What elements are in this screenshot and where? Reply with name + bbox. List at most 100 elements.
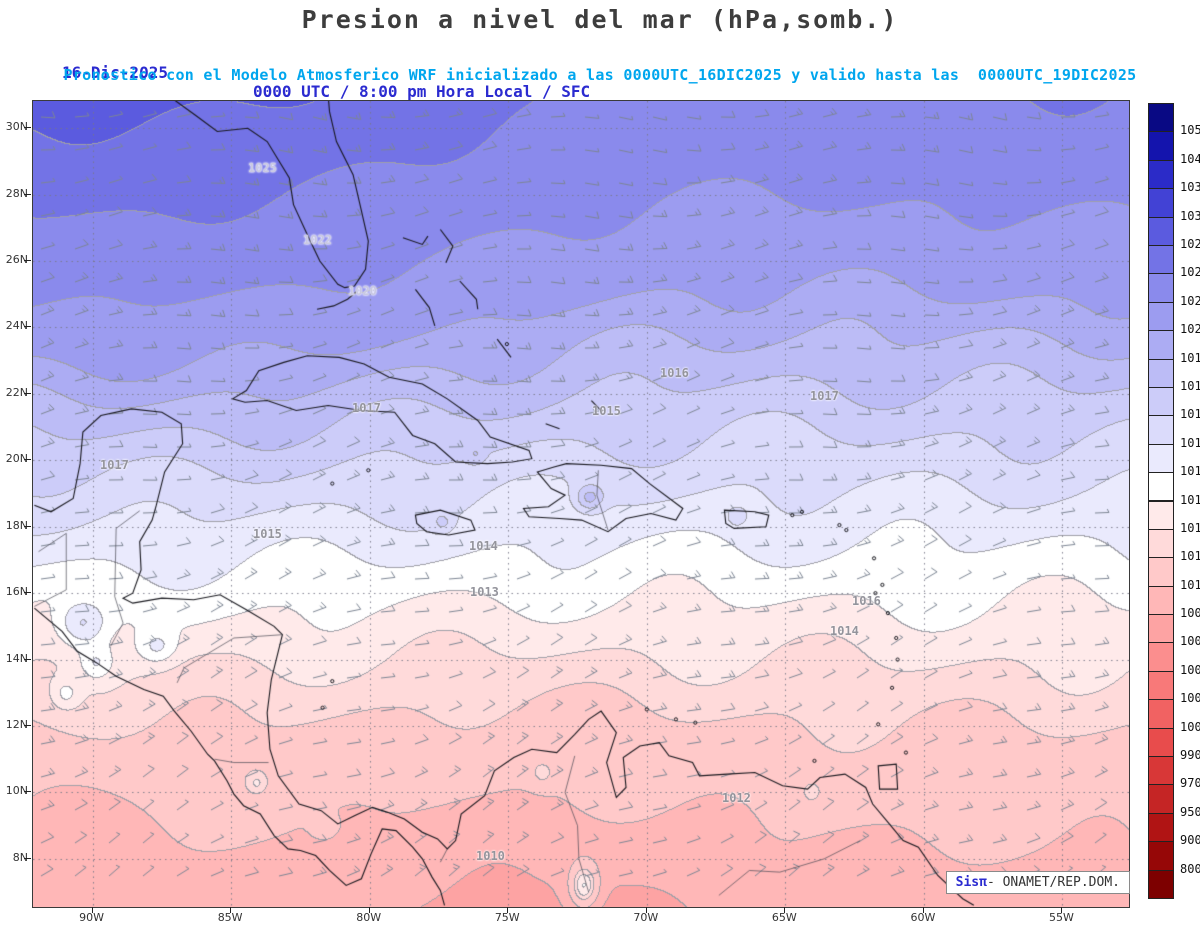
lat-tick [24, 725, 31, 726]
contour-line-label: 1013 [470, 585, 499, 599]
colorbar-segment [1148, 699, 1174, 729]
colorbar-segment [1148, 188, 1174, 218]
contour-line-label: 1017 [810, 389, 839, 403]
colorbar-tick-label: 1013 [1180, 520, 1200, 535]
colorbar-tick-label: 1010 [1180, 577, 1200, 592]
colorbar-tick-label: 1040 [1180, 151, 1200, 166]
lon-tick-label: 85W [217, 911, 243, 924]
lat-tick [24, 791, 31, 793]
contour-line-label: 1014 [830, 624, 859, 638]
lat-tick-label: 18N [5, 518, 28, 532]
pressure-field-canvas [33, 101, 1129, 907]
lat-tick-label: 26N [5, 253, 28, 267]
lat-tick [24, 592, 31, 594]
colorbar-segment [1148, 614, 1174, 644]
lon-tick [507, 907, 509, 913]
lon-tick-label: 60W [910, 911, 936, 924]
model-info-line: Pronostico con el Modelo Atmosferico WRF… [63, 66, 1137, 84]
lon-tick [645, 907, 647, 913]
colorbar-segment [1148, 443, 1174, 474]
colorbar-segment [1148, 756, 1174, 786]
lon-tick-label: 80W [356, 911, 382, 924]
colorbar-segment [1148, 585, 1174, 616]
lon-tick-label: 90W [79, 911, 105, 924]
watermark-brand: Sisπ [955, 875, 987, 890]
header-line-datetime: 16-Dic-2025 0000 UTC / 8:00 pm Hora Loca… [0, 44, 1200, 139]
contour-line-label: 1014 [469, 539, 498, 553]
contour-line-label: 1015 [592, 404, 621, 418]
lat-tick-label: 14N [5, 651, 28, 665]
colorbar-segment [1148, 642, 1174, 672]
lon-tick-label: 55W [1049, 911, 1074, 924]
lon-tick-label: 65W [771, 911, 797, 924]
lon-tick [230, 907, 232, 913]
lat-tick-label: 30N [5, 120, 28, 134]
watermark: Sisπ- ONAMET/REP.DOM. [945, 871, 1130, 894]
colorbar-tick-label: 1020 [1180, 322, 1200, 337]
colorbar-tick-label: 1000 [1180, 719, 1200, 734]
colorbar-tick-label: 1004 [1180, 662, 1200, 677]
colorbar-tick-label: 1002 [1180, 691, 1200, 706]
colorbar-tick-label: 1025 [1180, 265, 1200, 280]
lat-tick [24, 193, 31, 195]
colorbar-segment [1148, 812, 1174, 843]
lat-tick [24, 459, 31, 461]
colorbar-segment [1148, 386, 1174, 417]
map-plot-area [32, 100, 1130, 908]
contour-line-label: 1022 [303, 233, 332, 247]
colorbar-tick-label: 1006 [1180, 634, 1200, 649]
lat-tick-label: 24N [5, 319, 28, 333]
lon-tick [368, 907, 370, 913]
lon-tick-label: 75W [494, 911, 520, 924]
lon-tick [922, 907, 924, 913]
colorbar-segment [1148, 528, 1174, 559]
colorbar-segment [1148, 330, 1174, 360]
lat-tick [24, 326, 31, 328]
colorbar-tick-label: 1035 [1180, 180, 1200, 195]
colorbar-segment [1148, 131, 1174, 161]
colorbar-tick-label: 1030 [1180, 208, 1200, 223]
contour-line-label: 1010 [476, 849, 505, 863]
forecast-time: 0000 UTC / 8:00 pm Hora Local / SFC [253, 82, 591, 101]
colorbar-tick-label: 1017 [1180, 407, 1200, 422]
lat-tick-label: 28N [5, 186, 28, 200]
contour-line-label: 1017 [100, 458, 129, 472]
colorbar-segment [1148, 103, 1174, 133]
colorbar-tick-label: 970 [1180, 776, 1200, 791]
colorbar-segment [1148, 301, 1174, 332]
lat-tick-label: 10N [5, 784, 28, 798]
colorbar-tick-label: 1015 [1180, 464, 1200, 479]
colorbar-segment [1148, 841, 1174, 871]
watermark-org: - ONAMET/REP.DOM. [986, 875, 1120, 890]
lat-tick [24, 857, 31, 859]
contour-line-label: 1016 [660, 366, 689, 380]
forecast-date: 16-Dic-2025 [62, 63, 168, 82]
lat-tick [24, 525, 31, 527]
colorbar-tick-label: 1050 [1180, 123, 1200, 138]
lat-tick-label: 22N [5, 385, 28, 399]
colorbar-tick-label: 1008 [1180, 606, 1200, 621]
lat-tick-label: 16N [5, 585, 28, 599]
contour-line-label: 1015 [253, 527, 282, 541]
contour-line-label: 1017 [352, 401, 381, 415]
colorbar-segment [1148, 869, 1174, 899]
lat-tick-label: 20N [5, 452, 28, 466]
chart-title: Presion a nivel del mar (hPa,somb.) [301, 5, 899, 34]
contour-line-label: 1020 [348, 284, 377, 298]
colorbar-segment [1148, 244, 1174, 275]
colorbar-segment [1148, 472, 1174, 502]
colorbar-segment [1148, 273, 1174, 303]
colorbar-tick-label: 1014 [1180, 492, 1200, 507]
colorbar-tick-label: 1012 [1180, 549, 1200, 564]
colorbar-tick-label: 1018 [1180, 378, 1200, 393]
lat-tick [24, 658, 31, 660]
lat-tick-label: 12N [5, 718, 28, 731]
colorbar-tick-label: 800 [1180, 861, 1200, 876]
colorbar-segment [1148, 500, 1174, 530]
colorbar-tick-label: 1019 [1180, 350, 1200, 365]
lat-tick-label: 8N [12, 850, 28, 864]
lat-tick [24, 392, 31, 394]
colorbar-tick-label: 950 [1180, 804, 1200, 819]
colorbar-segment [1148, 358, 1174, 388]
